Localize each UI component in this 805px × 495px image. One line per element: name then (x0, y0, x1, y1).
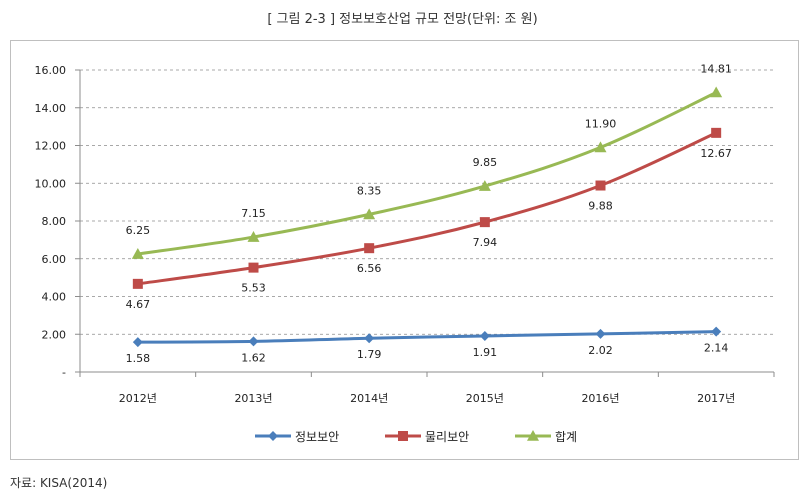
series-line (137, 131, 717, 286)
data-label: 9.85 (473, 156, 498, 169)
x-tick-label: 2013년 (234, 392, 272, 405)
series-line (137, 91, 717, 256)
legend-label: 물리보안 (425, 430, 469, 444)
data-label: 1.58 (126, 352, 151, 365)
data-point (364, 333, 375, 344)
y-tick-label: 2.00 (42, 328, 67, 341)
x-tick-label: 2012년 (119, 392, 157, 405)
x-tick-label: 2014년 (350, 392, 388, 405)
data-point (132, 278, 143, 289)
data-point (131, 248, 144, 259)
data-label: 11.90 (585, 117, 617, 130)
chart-title: [ 그림 2-3 ] 정보보호산업 규모 전망(단위: 조 원) (267, 12, 538, 27)
data-label: 8.35 (357, 184, 382, 197)
y-tick-label: 16.00 (35, 64, 67, 77)
legend-marker (527, 430, 539, 441)
y-tick-label: 12.00 (35, 140, 67, 153)
data-label: 2.02 (588, 344, 613, 357)
data-point (710, 86, 723, 98)
data-point (595, 180, 606, 191)
x-tick-label: 2016년 (581, 392, 619, 405)
data-label: 1.62 (241, 351, 266, 364)
data-point (248, 336, 259, 347)
data-label: 2.14 (704, 342, 729, 355)
data-label: 9.88 (588, 200, 613, 213)
y-tick-label: 14.00 (35, 102, 67, 115)
data-point (478, 180, 491, 191)
data-point (363, 208, 376, 220)
data-point (479, 217, 490, 228)
legend-marker (398, 431, 408, 441)
chart-frame (10, 40, 799, 460)
source-note: 자료: KISA(2014) (10, 476, 108, 490)
data-point (711, 127, 722, 138)
line-chart: - 2.00 4.00 6.00 8.00 10.00 12.00 14.00 16.00 201… (35, 62, 775, 444)
data-point (595, 328, 606, 339)
data-point (132, 337, 143, 348)
data-label: 12.67 (700, 147, 732, 160)
data-point (248, 262, 259, 273)
data-label: 5.53 (241, 282, 266, 295)
data-label: 6.25 (126, 224, 151, 237)
data-label: 6.56 (357, 262, 382, 275)
data-label: 7.15 (241, 207, 266, 220)
y-tick-label: 6.00 (42, 253, 67, 266)
x-tick-label: 2015년 (466, 392, 504, 405)
legend-label: 정보보안 (295, 430, 339, 444)
data-point (479, 330, 490, 341)
y-tick-label: - (62, 366, 66, 379)
data-point (364, 243, 375, 254)
data-label: 1.79 (357, 348, 382, 361)
data-label: 7.94 (473, 236, 498, 249)
series-line (137, 330, 717, 344)
data-label: 1.91 (473, 346, 498, 359)
data-point (247, 231, 260, 242)
data-label: 4.67 (126, 298, 151, 311)
x-tick-label: 2017년 (697, 392, 735, 405)
data-label: 14.81 (700, 62, 732, 75)
y-tick-label: 10.00 (35, 177, 67, 190)
data-point (594, 141, 607, 153)
y-tick-label: 8.00 (42, 215, 67, 228)
legend-label: 합계 (555, 430, 577, 444)
legend-marker (268, 431, 278, 441)
y-tick-label: 4.00 (42, 291, 67, 304)
data-point (711, 326, 722, 337)
